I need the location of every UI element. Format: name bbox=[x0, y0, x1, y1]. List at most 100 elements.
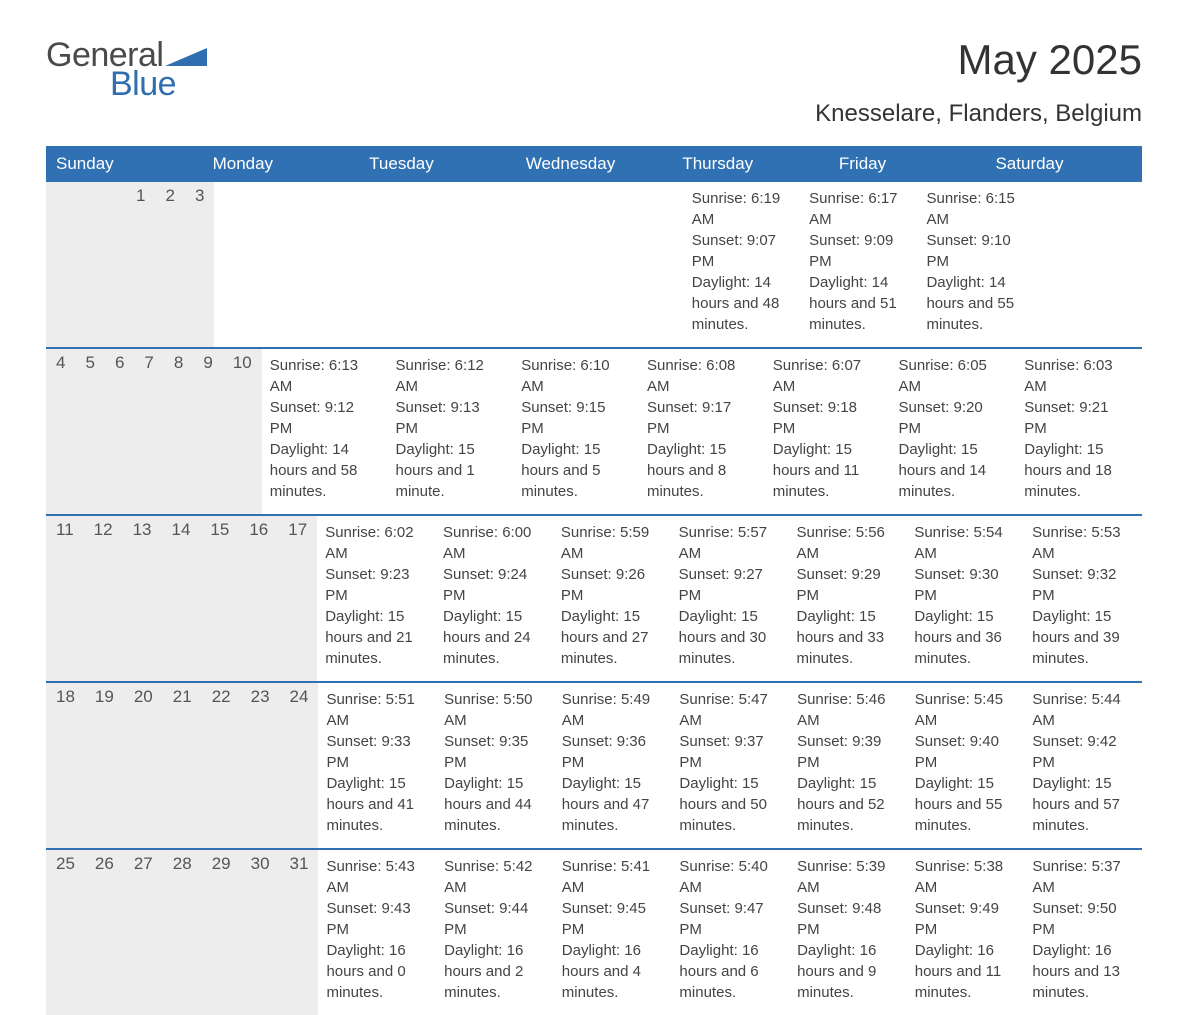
logo-text-blue: Blue bbox=[110, 65, 176, 104]
month-title: May 2025 bbox=[815, 36, 1142, 84]
day-cell: Sunrise: 5:59 AMSunset: 9:26 PMDaylight:… bbox=[553, 516, 671, 671]
day-number: 6 bbox=[105, 349, 134, 514]
day-cell: Sunrise: 6:05 AMSunset: 9:20 PMDaylight:… bbox=[890, 349, 1016, 504]
day-cell: Sunrise: 6:17 AMSunset: 9:09 PMDaylight:… bbox=[801, 182, 918, 337]
sunrise-text: Sunrise: 6:08 AM bbox=[647, 355, 755, 397]
day-number: 28 bbox=[163, 850, 202, 1015]
sunrise-text: Sunrise: 6:00 AM bbox=[443, 522, 543, 564]
day-cell: Sunrise: 6:08 AMSunset: 9:17 PMDaylight:… bbox=[639, 349, 765, 504]
weekday-header: Monday bbox=[203, 146, 360, 182]
sunrise-text: Sunrise: 6:05 AM bbox=[898, 355, 1006, 397]
day-number-row: 45678910 bbox=[46, 349, 262, 514]
day-cell: Sunrise: 6:03 AMSunset: 9:21 PMDaylight:… bbox=[1016, 349, 1142, 504]
sunset-text: Sunset: 9:23 PM bbox=[325, 564, 425, 606]
day-number: 8 bbox=[164, 349, 193, 514]
sunset-text: Sunset: 9:29 PM bbox=[797, 564, 897, 606]
day-body-row: Sunrise: 6:19 AMSunset: 9:07 PM Daylight:… bbox=[214, 182, 1035, 337]
daylight-text: Daylight: 15 hours and 5 minutes. bbox=[521, 439, 629, 502]
sunset-text: Sunset: 9:45 PM bbox=[562, 898, 662, 940]
day-cell: Sunrise: 6:07 AMSunset: 9:18 PMDaylight:… bbox=[765, 349, 891, 504]
sunrise-text: Sunrise: 6:07 AM bbox=[773, 355, 881, 397]
weekday-header: Thursday bbox=[672, 146, 829, 182]
week-row: 123 Sunrise: 6:19 AMSunset: 9:07 PM Daylig… bbox=[46, 182, 1142, 347]
daylight-text: Daylight: 15 hours and 41 minutes. bbox=[326, 773, 426, 836]
sunset-text: Sunset: 9:12 PM bbox=[270, 397, 378, 439]
day-body-row: Sunrise: 6:02 AMSunset: 9:23 PMDaylight:… bbox=[317, 516, 1142, 671]
weekday-header: Friday bbox=[829, 146, 986, 182]
day-number: 14 bbox=[162, 516, 201, 681]
daylight-text: Daylight: 15 hours and 14 minutes. bbox=[898, 439, 1006, 502]
sunrise-text: Sunrise: 5:42 AM bbox=[444, 856, 544, 898]
day-cell bbox=[214, 182, 331, 337]
daylight-text: Daylight: 15 hours and 47 minutes. bbox=[562, 773, 662, 836]
day-number: 15 bbox=[200, 516, 239, 681]
day-number bbox=[66, 182, 86, 347]
sunset-text: Sunset: 9:42 PM bbox=[1032, 731, 1132, 773]
day-number: 24 bbox=[280, 683, 319, 848]
day-cell: Sunrise: 5:56 AMSunset: 9:29 PMDaylight:… bbox=[789, 516, 907, 671]
calendar: Sunday Monday Tuesday Wednesday Thursday… bbox=[46, 146, 1142, 1015]
sunset-text: Sunset: 9:36 PM bbox=[562, 731, 662, 773]
day-cell: Sunrise: 5:49 AMSunset: 9:36 PMDaylight:… bbox=[554, 683, 672, 838]
day-cell: Sunrise: 5:41 AMSunset: 9:45 PMDaylight:… bbox=[554, 850, 672, 1005]
sunset-text: Sunset: 9:32 PM bbox=[1032, 564, 1132, 606]
weeks-container: 123Sunrise: 6:19 AMSunset: 9:07 PMDaylig… bbox=[46, 182, 1142, 1015]
logo: General Blue bbox=[46, 36, 207, 104]
day-cell: Sunrise: 5:50 AMSunset: 9:35 PMDaylight:… bbox=[436, 683, 554, 838]
daylight-text: Daylight: 15 hours and 33 minutes. bbox=[797, 606, 897, 669]
sunrise-text: Sunrise: 6:17 AM bbox=[809, 188, 908, 230]
sunset-text: Sunset: 9:43 PM bbox=[326, 898, 426, 940]
sunset-text: Sunset: 9:10 PM bbox=[926, 230, 1025, 272]
sunrise-text: Sunrise: 6:19 AM bbox=[692, 188, 791, 230]
sunrise-text: Sunrise: 5:59 AM bbox=[561, 522, 661, 564]
sunrise-text: Sunrise: 5:41 AM bbox=[562, 856, 662, 898]
day-number: 29 bbox=[202, 850, 241, 1015]
day-number: 17 bbox=[278, 516, 317, 681]
sunrise-text: Sunrise: 6:10 AM bbox=[521, 355, 629, 397]
day-cell: Sunrise: 5:47 AMSunset: 9:37 PMDaylight:… bbox=[671, 683, 789, 838]
sunrise-text: Sunrise: 5:40 AM bbox=[679, 856, 779, 898]
weekday-header: Saturday bbox=[985, 146, 1142, 182]
weekday-header: Wednesday bbox=[516, 146, 673, 182]
day-number: 10 bbox=[223, 349, 262, 514]
daylight-text: Daylight: 16 hours and 11 minutes. bbox=[915, 940, 1015, 1003]
day-number-row: 18192021222324 bbox=[46, 683, 318, 848]
day-cell: Sunrise: 5:45 AMSunset: 9:40 PMDaylight:… bbox=[907, 683, 1025, 838]
daylight-text: Daylight: 15 hours and 27 minutes. bbox=[561, 606, 661, 669]
day-cell: Sunrise: 5:37 AMSunset: 9:50 PMDaylight:… bbox=[1024, 850, 1142, 1005]
day-cell: Sunrise: 5:43 AMSunset: 9:43 PMDaylight:… bbox=[318, 850, 436, 1005]
day-number: 3 bbox=[185, 182, 214, 347]
day-number: 13 bbox=[123, 516, 162, 681]
weekday-header-row: Sunday Monday Tuesday Wednesday Thursday… bbox=[46, 146, 1142, 182]
week-row: 11121314151617Sunrise: 6:02 AMSunset: 9:… bbox=[46, 514, 1142, 681]
day-number: 19 bbox=[85, 683, 124, 848]
day-number: 23 bbox=[241, 683, 280, 848]
day-cell: Sunrise: 6:19 AMSunset: 9:07 PMDaylight:… bbox=[684, 182, 801, 337]
day-number: 20 bbox=[124, 683, 163, 848]
sunset-text: Sunset: 9:37 PM bbox=[679, 731, 779, 773]
day-cell: Sunrise: 6:12 AMSunset: 9:13 PMDaylight:… bbox=[387, 349, 513, 504]
daylight-text: Daylight: 14 hours and 58 minutes. bbox=[270, 439, 378, 502]
day-cell bbox=[449, 182, 566, 337]
daylight-text: Daylight: 14 hours and 51 minutes. bbox=[809, 272, 908, 335]
daylight-text: Daylight: 15 hours and 30 minutes. bbox=[679, 606, 779, 669]
location-subtitle: Knesselare, Flanders, Belgium bbox=[815, 100, 1142, 128]
day-number-row: 11121314151617 bbox=[46, 516, 317, 681]
day-cell: Sunrise: 5:38 AMSunset: 9:49 PMDaylight:… bbox=[907, 850, 1025, 1005]
daylight-text: Daylight: 15 hours and 18 minutes. bbox=[1024, 439, 1132, 502]
sunrise-text: Sunrise: 5:57 AM bbox=[679, 522, 779, 564]
sunrise-text: Sunrise: 5:44 AM bbox=[1032, 689, 1132, 731]
sunset-text: Sunset: 9:07 PM bbox=[692, 230, 791, 272]
sunset-text: Sunset: 9:13 PM bbox=[395, 397, 503, 439]
sunset-text: Sunset: 9:39 PM bbox=[797, 731, 897, 773]
day-body-row: Sunrise: 6:13 AMSunset: 9:12 PMDaylight:… bbox=[262, 349, 1142, 504]
sunset-text: Sunset: 9:30 PM bbox=[914, 564, 1014, 606]
day-number: 9 bbox=[193, 349, 222, 514]
sunrise-text: Sunrise: 5:54 AM bbox=[914, 522, 1014, 564]
day-number: 2 bbox=[155, 182, 184, 347]
day-number: 4 bbox=[46, 349, 75, 514]
sunrise-text: Sunrise: 5:50 AM bbox=[444, 689, 544, 731]
day-number: 1 bbox=[126, 182, 155, 347]
sunset-text: Sunset: 9:21 PM bbox=[1024, 397, 1132, 439]
day-number: 12 bbox=[84, 516, 123, 681]
